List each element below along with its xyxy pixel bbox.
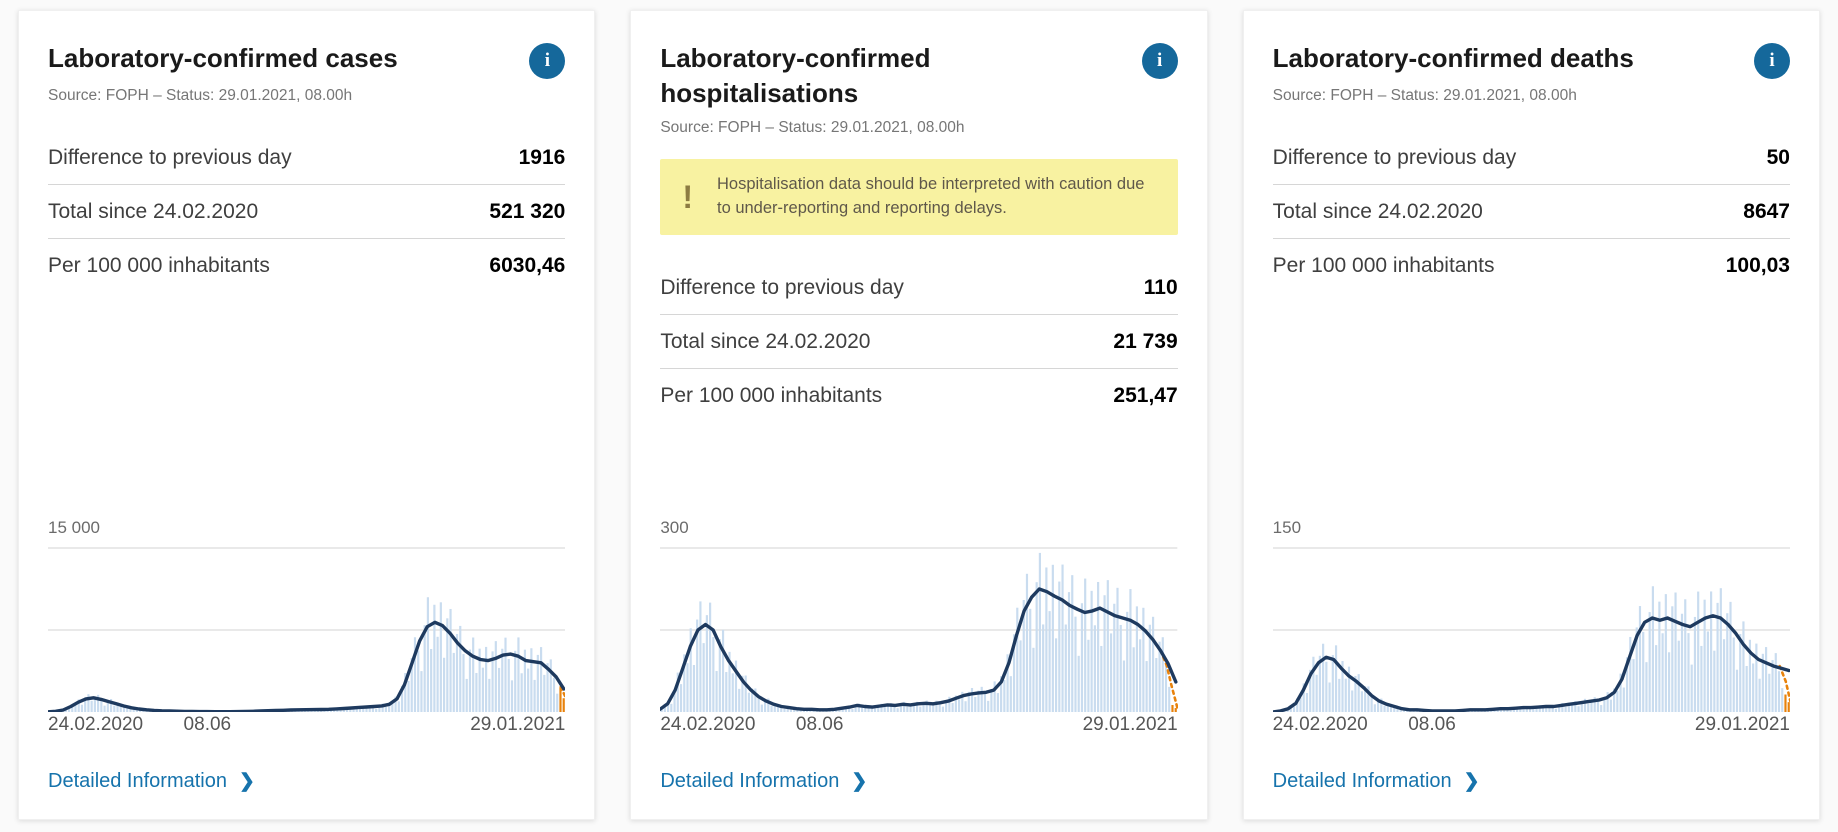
card-cases: Laboratory-confirmed cases i Source: FOP… xyxy=(18,10,595,820)
stat-label: Per 100 000 inhabitants xyxy=(1273,254,1495,278)
x-tick-start: 24.02.2020 xyxy=(48,714,143,736)
info-icon-glyph: i xyxy=(545,50,550,72)
warning-text: Hospitalisation data should be interpret… xyxy=(717,173,1160,221)
card-title-cases: Laboratory-confirmed cases xyxy=(48,41,412,76)
stat-value: 251,47 xyxy=(1113,384,1177,408)
stat-value: 110 xyxy=(1144,276,1178,300)
stat-label: Difference to previous day xyxy=(48,146,292,170)
x-axis-labels: 24.02.2020 08.06 29.01.2021 xyxy=(1273,714,1790,740)
card-title-deaths: Laboratory-confirmed deaths xyxy=(1273,41,1648,76)
x-axis-labels: 24.02.2020 08.06 29.01.2021 xyxy=(660,714,1177,740)
detailed-information-label: Detailed Information xyxy=(660,770,839,793)
info-icon[interactable]: i xyxy=(529,43,565,79)
detailed-information-label: Detailed Information xyxy=(48,770,227,793)
chevron-right-icon: ❯ xyxy=(851,770,867,793)
stat-value: 6030,46 xyxy=(489,254,565,278)
x-tick-mid: 08.06 xyxy=(1408,714,1456,736)
stat-label: Total since 24.02.2020 xyxy=(1273,200,1483,224)
covid-dashboard: Laboratory-confirmed cases i Source: FOP… xyxy=(0,0,1838,832)
spacer xyxy=(48,292,565,510)
exclamation-icon: ! xyxy=(674,181,701,213)
stat-row-per-100k: Per 100 000 inhabitants 100,03 xyxy=(1273,239,1790,292)
stat-row-per-100k: Per 100 000 inhabitants 6030,46 xyxy=(48,239,565,292)
stats-table: Difference to previous day 50 Total sinc… xyxy=(1273,131,1790,292)
stat-value: 100,03 xyxy=(1726,254,1790,278)
epidemic-curve-chart-hospitalisations: 300 24.02.2020 08.06 29.01.2021 xyxy=(660,518,1177,740)
deaths-chart-svg xyxy=(1273,540,1790,712)
stat-row-difference: Difference to previous day 1916 xyxy=(48,131,565,185)
chevron-right-icon: ❯ xyxy=(1464,770,1480,793)
info-icon-glyph: i xyxy=(1157,50,1162,72)
stat-row-total: Total since 24.02.2020 21 739 xyxy=(660,315,1177,369)
stat-value: 50 xyxy=(1767,146,1790,170)
info-icon[interactable]: i xyxy=(1754,43,1790,79)
stat-row-difference: Difference to previous day 110 xyxy=(660,261,1177,315)
stat-label: Per 100 000 inhabitants xyxy=(660,384,882,408)
stat-value: 21 739 xyxy=(1113,330,1177,354)
stat-row-total: Total since 24.02.2020 8647 xyxy=(1273,185,1790,239)
y-axis-max-label: 150 xyxy=(1273,518,1790,538)
card-deaths: Laboratory-confirmed deaths i Source: FO… xyxy=(1243,10,1820,820)
info-icon-glyph: i xyxy=(1769,50,1774,72)
detailed-information-label: Detailed Information xyxy=(1273,770,1452,793)
stat-label: Total since 24.02.2020 xyxy=(48,200,258,224)
card-header: Laboratory-confirmed cases i xyxy=(48,41,565,79)
hospitalisations-chart-svg xyxy=(660,540,1177,712)
y-axis-max-label: 300 xyxy=(660,518,1177,538)
stat-value: 521 320 xyxy=(489,200,565,224)
x-tick-mid: 08.06 xyxy=(184,714,232,736)
spacer xyxy=(660,422,1177,510)
info-icon[interactable]: i xyxy=(1142,43,1178,79)
spacer xyxy=(1273,292,1790,510)
source-status-text: Source: FOPH – Status: 29.01.2021, 08.00… xyxy=(48,87,565,105)
epidemic-curve-chart-deaths: 150 24.02.2020 08.06 29.01.2021 xyxy=(1273,518,1790,740)
stat-value: 8647 xyxy=(1743,200,1790,224)
source-status-text: Source: FOPH – Status: 29.01.2021, 08.00… xyxy=(1273,87,1790,105)
card-header: Laboratory-confirmed hospitalisations i xyxy=(660,41,1177,111)
stats-table: Difference to previous day 110 Total sin… xyxy=(660,261,1177,422)
x-tick-start: 24.02.2020 xyxy=(1273,714,1368,736)
stat-label: Per 100 000 inhabitants xyxy=(48,254,270,278)
x-tick-end: 29.01.2021 xyxy=(1695,714,1790,736)
y-axis-max-label: 15 000 xyxy=(48,518,565,538)
card-title-hospitalisations: Laboratory-confirmed hospitalisations xyxy=(660,41,1141,111)
stat-label: Difference to previous day xyxy=(660,276,904,300)
stats-table: Difference to previous day 1916 Total si… xyxy=(48,131,565,292)
detailed-information-link[interactable]: Detailed Information ❯ xyxy=(660,770,867,793)
x-tick-end: 29.01.2021 xyxy=(470,714,565,736)
detailed-information-link[interactable]: Detailed Information ❯ xyxy=(48,770,255,793)
source-status-text: Source: FOPH – Status: 29.01.2021, 08.00… xyxy=(660,119,1177,137)
card-hospitalisations: Laboratory-confirmed hospitalisations i … xyxy=(630,10,1207,820)
x-axis-labels: 24.02.2020 08.06 29.01.2021 xyxy=(48,714,565,740)
stat-label: Difference to previous day xyxy=(1273,146,1517,170)
chevron-right-icon: ❯ xyxy=(239,770,255,793)
stat-label: Total since 24.02.2020 xyxy=(660,330,870,354)
x-tick-end: 29.01.2021 xyxy=(1083,714,1178,736)
stat-row-total: Total since 24.02.2020 521 320 xyxy=(48,185,565,239)
stat-row-difference: Difference to previous day 50 xyxy=(1273,131,1790,185)
detailed-information-link[interactable]: Detailed Information ❯ xyxy=(1273,770,1480,793)
stat-row-per-100k: Per 100 000 inhabitants 251,47 xyxy=(660,369,1177,422)
x-tick-start: 24.02.2020 xyxy=(660,714,755,736)
cases-chart-svg xyxy=(48,540,565,712)
stat-value: 1916 xyxy=(519,146,566,170)
card-header: Laboratory-confirmed deaths i xyxy=(1273,41,1790,79)
epidemic-curve-chart-cases: 15 000 24.02.2020 08.06 29.01.2021 xyxy=(48,518,565,740)
warning-banner: ! Hospitalisation data should be interpr… xyxy=(660,159,1177,235)
x-tick-mid: 08.06 xyxy=(796,714,844,736)
